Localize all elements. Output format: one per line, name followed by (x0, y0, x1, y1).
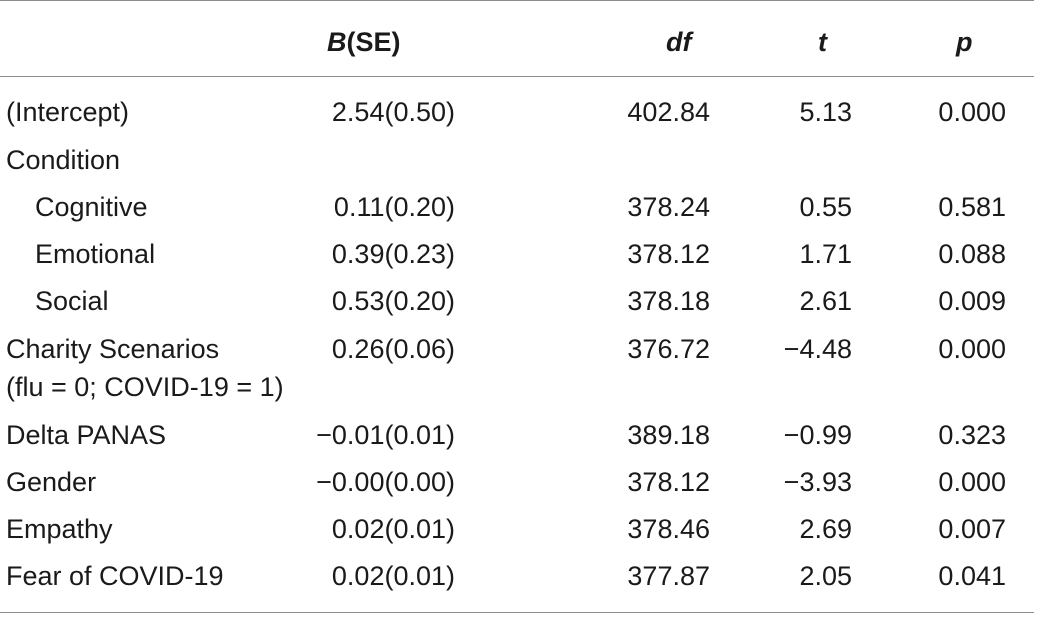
header-df: df (666, 27, 692, 57)
table-header-rule (0, 76, 1034, 77)
row-label: Fear of COVID-19 (6, 561, 224, 591)
cell-b-se: −0.00(0.00) (316, 467, 455, 497)
table-top-rule (0, 0, 1034, 1)
cell-t: 1.71 (799, 239, 852, 269)
header-t: t (818, 27, 827, 57)
table-row: Empathy 0.02(0.01) 378.46 2.69 0.007 (0, 514, 1039, 561)
row-label: Delta PANAS (6, 420, 167, 450)
header-b-se: B(SE) (327, 27, 401, 58)
cell-b-se: 0.39(0.23) (331, 239, 455, 269)
cell-t: −3.93 (783, 467, 852, 497)
cell-p: 0.000 (938, 467, 1006, 497)
cell-t: −0.99 (783, 420, 852, 450)
table-row: Charity Scenarios (flu = 0; COVID-19 = 1… (0, 334, 1039, 414)
row-label: Cognitive (35, 192, 148, 222)
cell-p: 0.000 (938, 97, 1006, 127)
table-row: Social 0.53(0.20) 378.18 2.61 0.009 (0, 286, 1039, 333)
cell-t: 5.13 (799, 97, 852, 127)
cell-p: 0.041 (938, 561, 1006, 591)
header-p: p (956, 27, 973, 57)
row-label: Emotional (35, 239, 156, 269)
cell-t: 2.69 (799, 514, 852, 544)
cell-df: 378.12 (627, 467, 710, 497)
cell-p: 0.088 (938, 239, 1006, 269)
cell-df: 378.18 (627, 286, 710, 316)
cell-t: 2.05 (799, 561, 852, 591)
cell-df: 376.72 (627, 334, 710, 364)
cell-b-se: 0.02(0.01) (331, 561, 455, 591)
header-b: B (327, 27, 347, 57)
cell-df: 377.87 (627, 561, 710, 591)
cell-df: 378.12 (627, 239, 710, 269)
table-row: Fear of COVID-19 0.02(0.01) 377.87 2.05 … (0, 561, 1039, 608)
cell-p: 0.581 (938, 192, 1006, 222)
table-row: Gender −0.00(0.00) 378.12 −3.93 0.000 (0, 467, 1039, 514)
table-row: (Intercept) 2.54(0.50) 402.84 5.13 0.000 (0, 97, 1039, 144)
row-label: Empathy (6, 514, 113, 544)
cell-b-se: 0.53(0.20) (331, 286, 455, 316)
cell-p: 0.007 (938, 514, 1006, 544)
table-row: Delta PANAS −0.01(0.01) 389.18 −0.99 0.3… (0, 420, 1039, 467)
cell-p: 0.000 (938, 334, 1006, 364)
header-se: (SE) (346, 27, 401, 57)
cell-p: 0.323 (938, 420, 1006, 450)
table-bottom-rule (0, 612, 1034, 613)
row-label: (Intercept) (6, 97, 130, 127)
cell-p: 0.009 (938, 286, 1006, 316)
row-label: Gender (6, 467, 97, 497)
row-label: Social (35, 286, 109, 316)
cell-df: 402.84 (627, 97, 710, 127)
cell-b-se: 0.11(0.20) (333, 192, 455, 222)
table-row: Emotional 0.39(0.23) 378.12 1.71 0.088 (0, 239, 1039, 286)
cell-t: 0.55 (799, 192, 852, 222)
cell-df: 378.46 (627, 514, 710, 544)
row-label: Charity Scenarios (6, 334, 220, 364)
table-row: Cognitive 0.11(0.20) 378.24 0.55 0.581 (0, 192, 1039, 239)
row-label-sub: (flu = 0; COVID-19 = 1) (6, 372, 284, 402)
cell-b-se: 0.02(0.01) (331, 514, 455, 544)
cell-t: 2.61 (799, 286, 852, 316)
cell-t: −4.48 (783, 334, 852, 364)
cell-b-se: −0.01(0.01) (316, 420, 455, 450)
table-row: Condition (0, 145, 1039, 192)
cell-df: 378.24 (627, 192, 710, 222)
cell-df: 389.18 (627, 420, 710, 450)
cell-b-se: 2.54(0.50) (331, 97, 455, 127)
cell-b-se: 0.26(0.06) (331, 334, 455, 364)
row-label: Condition (6, 145, 121, 175)
